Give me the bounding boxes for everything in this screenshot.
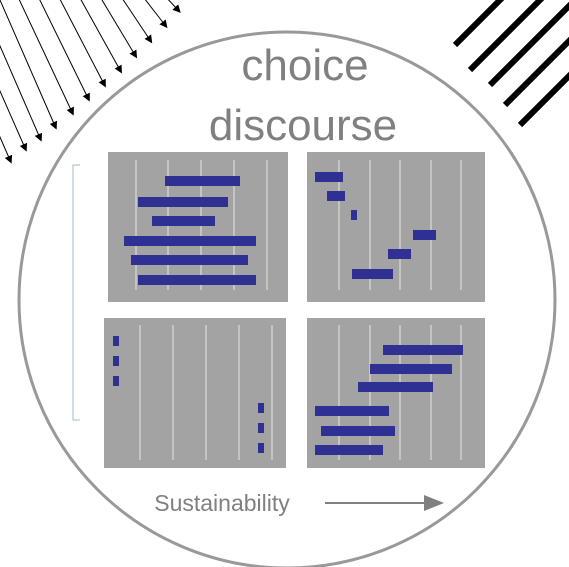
panel-bottom-right — [307, 318, 485, 468]
title-line-1: choice — [241, 41, 368, 90]
stripes — [452, 0, 569, 128]
panel-top-right — [307, 152, 485, 302]
diagonal-arrows — [0, 0, 181, 164]
panel-top-left — [108, 152, 288, 302]
bracket — [72, 164, 80, 421]
title-line-2: discourse — [209, 101, 397, 150]
panel-bottom-left — [104, 318, 286, 468]
axis-label: Sustainability — [154, 490, 290, 516]
